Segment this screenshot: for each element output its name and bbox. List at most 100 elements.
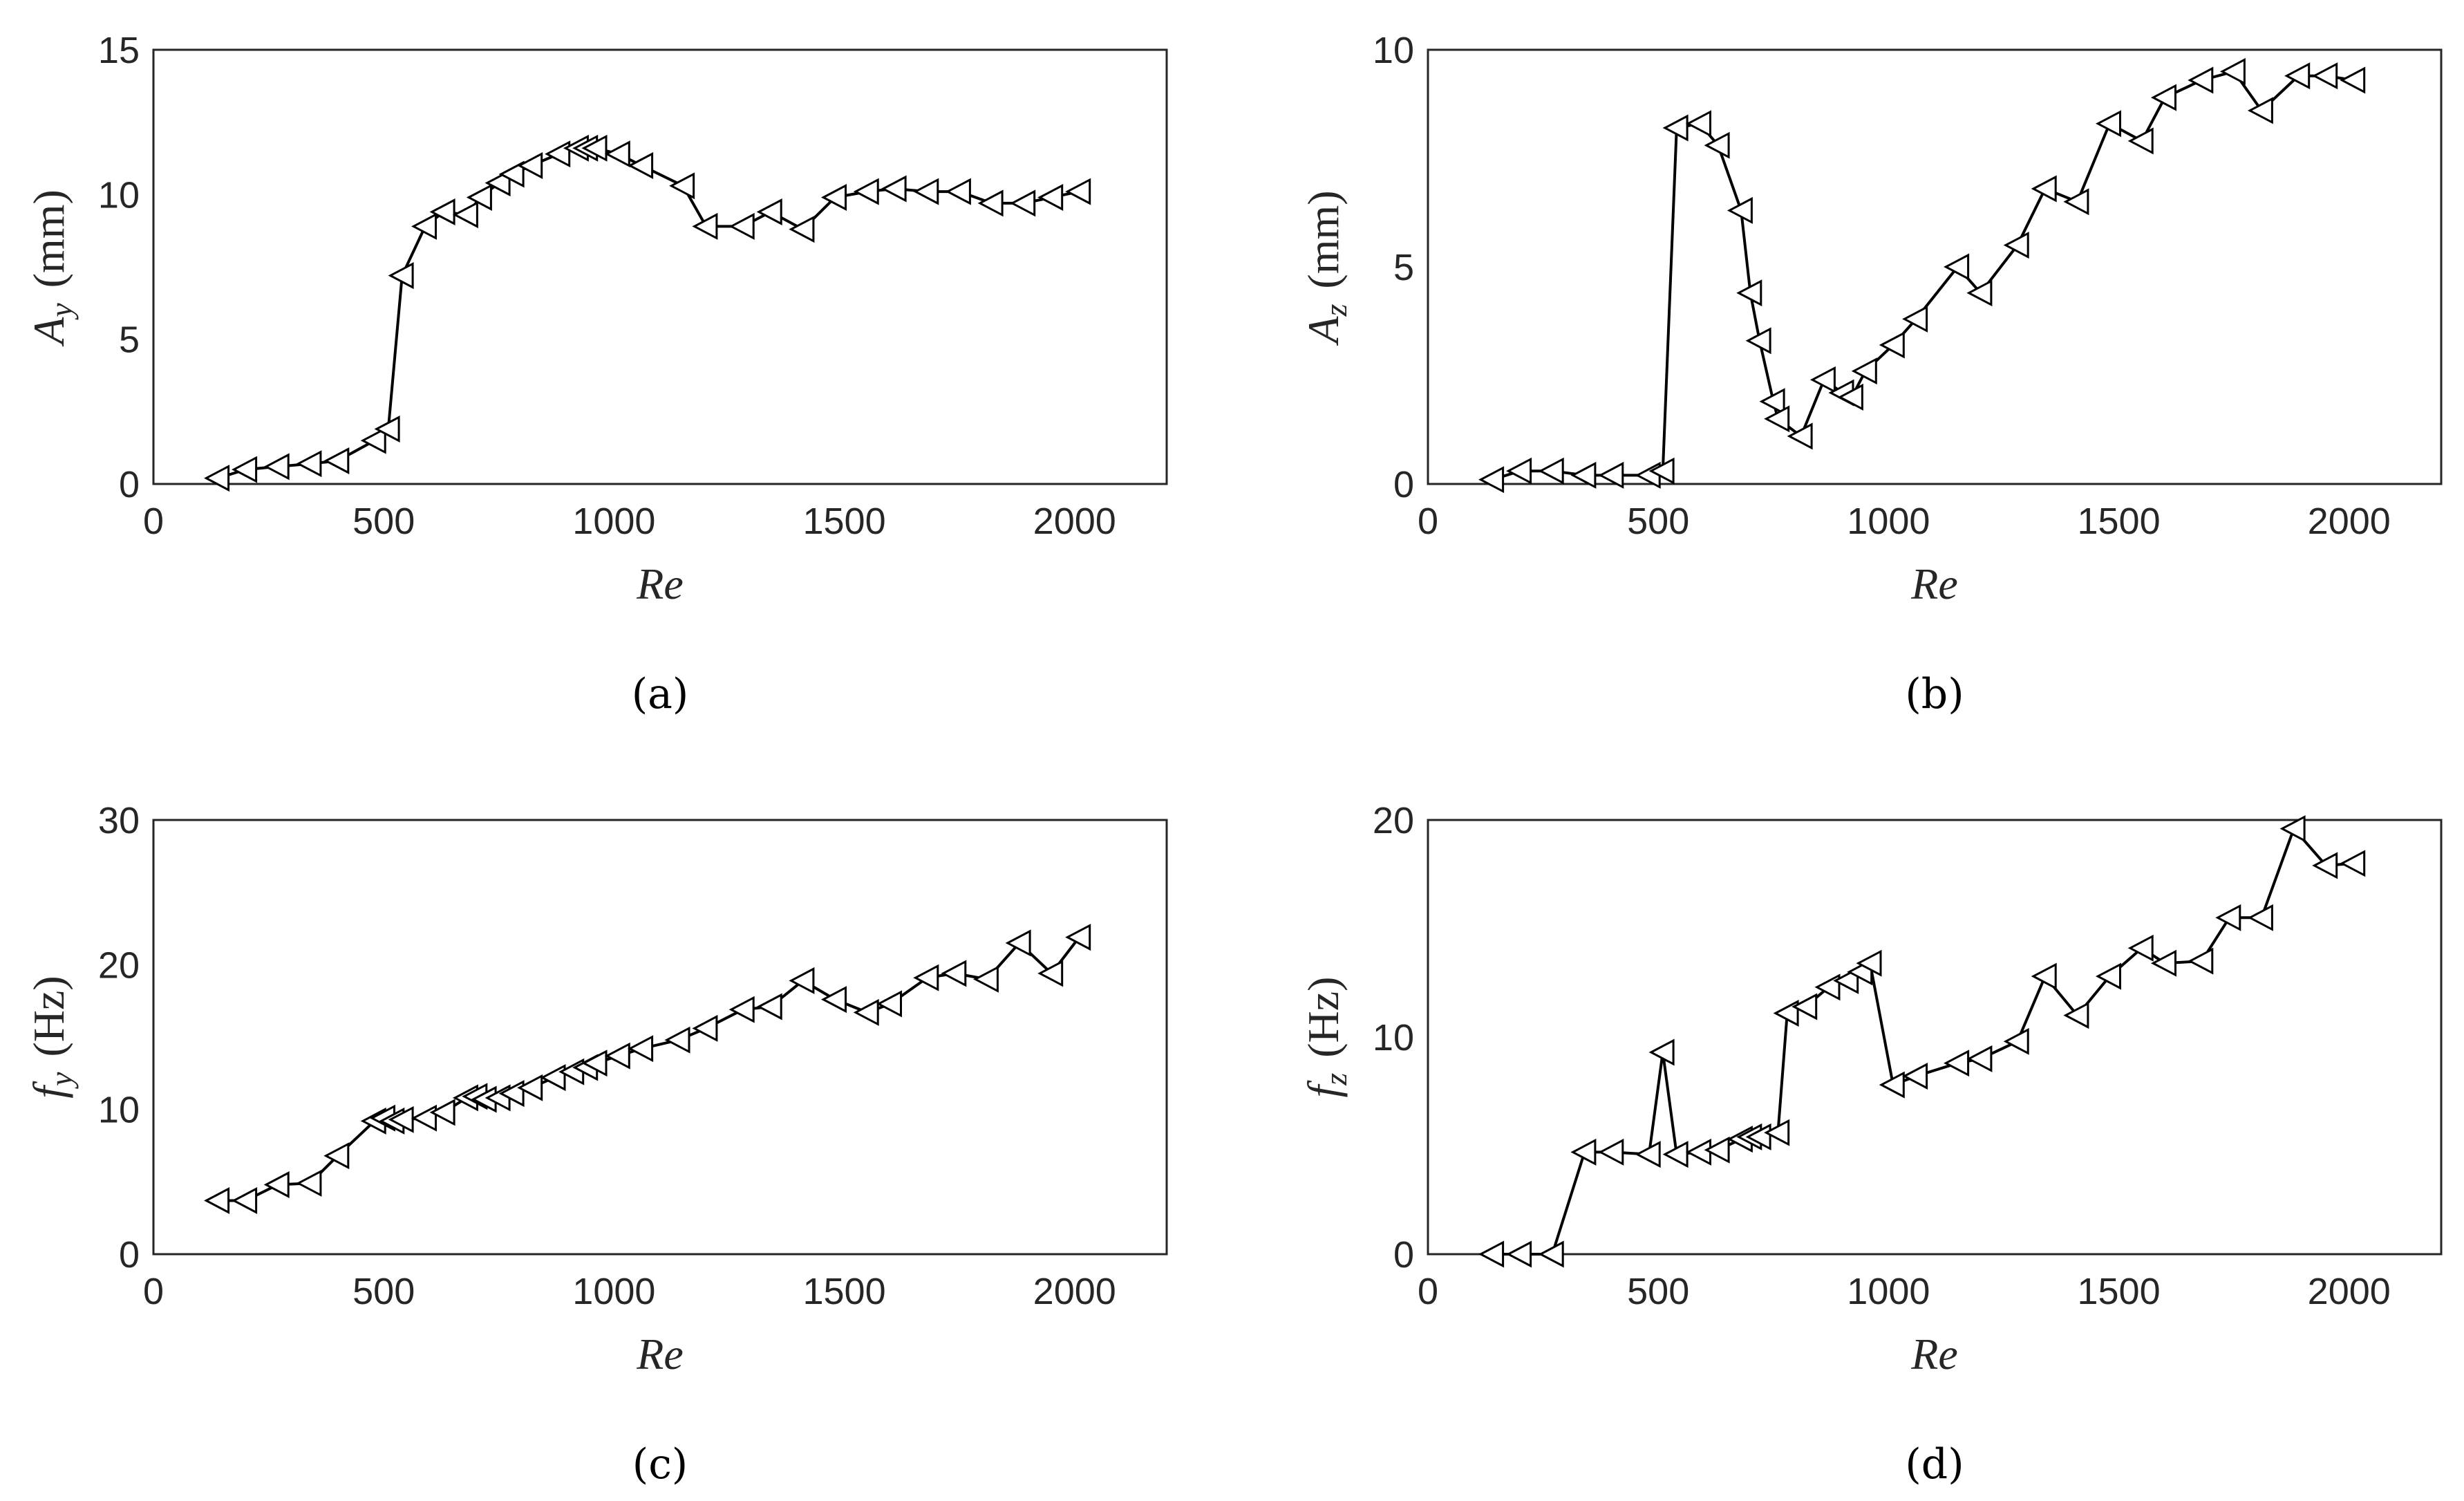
data-point-marker <box>876 990 902 1018</box>
data-point-marker <box>1685 110 1711 138</box>
data-point-marker <box>1478 1240 1505 1268</box>
data-point-marker <box>1010 189 1036 217</box>
data-point-marker <box>1851 357 1877 385</box>
data-point-marker <box>1809 366 1836 393</box>
data-point-marker <box>374 416 400 442</box>
data-point-marker <box>1879 1071 1905 1099</box>
data-point-marker <box>1814 973 1841 1001</box>
data-point-marker <box>1736 279 1762 307</box>
x-axis-title: Re <box>636 1330 684 1379</box>
data-point-marker <box>2219 57 2246 85</box>
data-point-marker <box>2247 904 2273 931</box>
data-point-marker <box>2188 947 2214 975</box>
data-point-marker <box>429 1099 455 1126</box>
data-point-marker <box>1648 1038 1675 1066</box>
data-point-marker <box>756 198 782 225</box>
y-axis-unit: (Hz) <box>1299 977 1348 1058</box>
panel-a: 0 500 1000 1500 2000 0 5 10 15 Re Ay (mm) (a) <box>24 30 1168 718</box>
y-tick-label: 0 <box>1393 1234 1414 1276</box>
data-point-marker <box>204 1187 230 1214</box>
data-point-marker <box>1944 253 1970 281</box>
data-point-marker <box>2215 904 2241 931</box>
y-tick-label: 0 <box>119 1234 140 1276</box>
axes-frame <box>1427 819 2443 1256</box>
y-axis-unit: (mm) <box>1299 190 1348 288</box>
data-point-marker <box>1037 960 1064 987</box>
data-point-marker <box>1648 457 1675 485</box>
data-point-marker <box>977 189 1004 217</box>
data-point-marker <box>1745 1123 1771 1150</box>
data-point-marker <box>728 212 755 240</box>
data-point-marker <box>2279 815 2306 843</box>
data-point-marker <box>728 996 755 1023</box>
data-point-marker <box>1791 993 1818 1020</box>
x-tick-label: 2000 <box>1033 1271 1116 1312</box>
y-tick-label: 10 <box>1373 1017 1414 1059</box>
data-point-marker <box>232 456 258 483</box>
data-point-marker <box>2284 62 2311 90</box>
data-point-marker <box>692 1014 718 1042</box>
data-point-marker <box>628 152 654 179</box>
axes-frame <box>1427 48 2443 485</box>
data-point-marker <box>498 160 525 188</box>
y-axis-subscript: y <box>44 303 79 320</box>
x-axis-title: Re <box>1910 1330 1958 1379</box>
data-point-marker <box>628 1035 654 1063</box>
y-tick-label: 30 <box>98 800 140 841</box>
data-point-marker <box>820 986 847 1014</box>
panel-caption: (d) <box>1905 1440 1964 1489</box>
data-point-marker <box>1759 388 1785 416</box>
data-point-marker <box>1506 1240 1532 1268</box>
y-tick-label: 15 <box>98 30 140 71</box>
data-point-marker <box>2063 1002 2089 1029</box>
x-tick-label: 2000 <box>2308 501 2391 542</box>
data-point-marker <box>1745 327 1771 355</box>
data-point-marker <box>1065 924 1091 951</box>
data-point-marker <box>789 216 815 243</box>
data-point-marker <box>2031 175 2057 203</box>
x-tick-label: 0 <box>1418 1271 1438 1312</box>
x-tick-label: 1000 <box>572 501 655 542</box>
data-point-marker <box>1787 422 1813 450</box>
y-axis-unit: (Hz) <box>24 976 73 1056</box>
data-point-marker <box>2095 110 2121 138</box>
data-point-marker <box>2095 962 2121 990</box>
x-tick-label: 0 <box>143 1271 164 1312</box>
x-tick-label: 1500 <box>802 1271 885 1312</box>
data-point-marker <box>452 201 478 229</box>
y-axis-subscript: z <box>1318 1073 1353 1086</box>
data-point-marker <box>1506 457 1532 485</box>
x-tick-label: 0 <box>1418 501 1438 542</box>
data-point-marker <box>669 172 695 200</box>
data-point-marker <box>232 1187 258 1214</box>
data-point-marker <box>2340 66 2366 94</box>
data-point-marker <box>2003 232 2029 259</box>
y-axis-symbol: A <box>1299 316 1348 346</box>
data-point-marker <box>1662 114 1689 142</box>
data-point-marker <box>756 993 782 1020</box>
data-point-marker <box>604 1042 630 1070</box>
data-point-marker <box>1478 466 1505 494</box>
data-point-marker <box>1635 1141 1661 1168</box>
x-tick-label: 1500 <box>2077 1271 2160 1312</box>
data-point-marker <box>1704 1136 1730 1164</box>
x-tick-label: 2000 <box>1033 501 1116 542</box>
data-point-marker <box>1902 1063 1928 1090</box>
data-point-marker <box>485 169 511 197</box>
data-point-marker <box>853 998 879 1026</box>
data-point-marker <box>1902 305 1928 333</box>
data-point-marker <box>913 964 939 991</box>
data-point-marker <box>2127 127 2154 155</box>
data-point-marker <box>2003 1027 2029 1055</box>
data-point-marker <box>1538 457 1564 485</box>
data-point-marker <box>604 140 630 168</box>
data-point-marker <box>820 184 847 211</box>
x-tick-label: 1500 <box>2077 501 2160 542</box>
y-axis-title: fy(Hz) <box>24 976 79 1098</box>
y-tick-label: 0 <box>119 464 140 505</box>
x-tick-label: 1000 <box>1847 1271 1930 1312</box>
data-point-marker <box>1005 929 1031 957</box>
data-point-marker <box>1598 461 1624 489</box>
